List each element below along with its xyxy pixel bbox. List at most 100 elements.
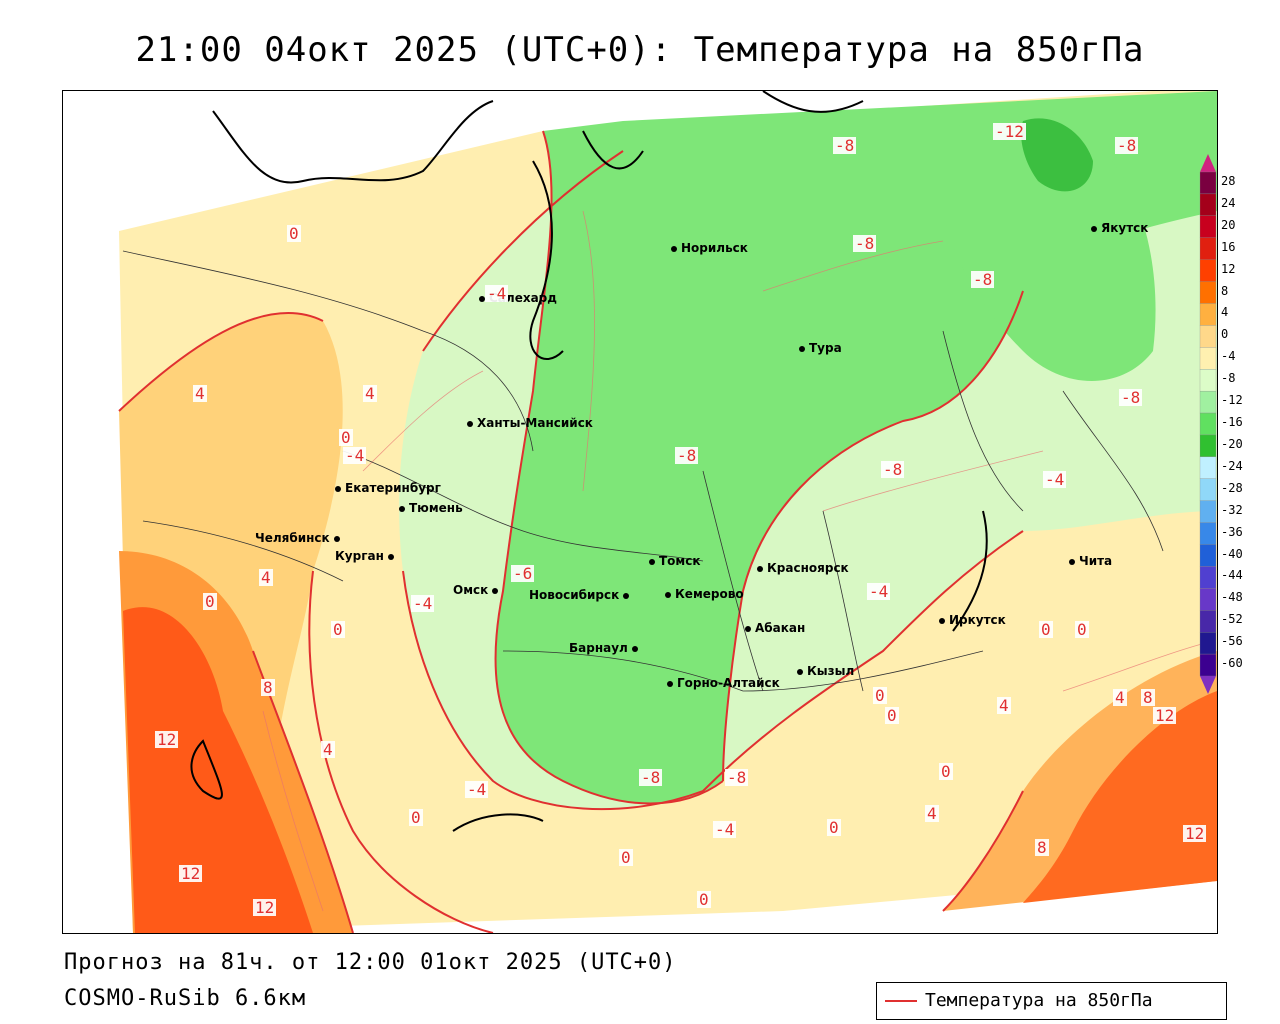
city-label: Иркутск	[949, 613, 1006, 627]
isotherm-label: 12	[1153, 706, 1177, 725]
colorbar-cell	[1199, 610, 1217, 633]
colorbar-cell	[1199, 390, 1217, 414]
colorbar-cell	[1199, 347, 1217, 370]
isotherm-label: -8	[881, 460, 905, 479]
city-marker-icon	[797, 668, 803, 675]
city-label: Новосибирск	[529, 588, 620, 602]
city-marker-icon	[1069, 558, 1075, 565]
city-label: Екатеринбург	[345, 481, 441, 495]
colorbar-cell	[1199, 259, 1217, 282]
colorbar-tick-label: 8	[1221, 283, 1229, 298]
isotherm-label: -8	[639, 768, 663, 787]
colorbar-tick-label: -52	[1221, 612, 1243, 627]
colorbar-tick-label: 16	[1221, 239, 1236, 254]
temperature-map[interactable]: Норильск Якутск Салехард Тура Ханты-Манс…	[62, 90, 1218, 934]
city-marker-icon	[799, 345, 805, 352]
colorbar-cell	[1199, 522, 1217, 545]
city-label: Якутск	[1101, 221, 1149, 235]
city-marker-icon	[631, 645, 638, 652]
city-irkutsk: Иркутск	[939, 613, 1006, 627]
colorbar-cell	[1199, 653, 1217, 677]
city-label: Горно-Алтайск	[677, 676, 780, 690]
isotherm-label: -4	[343, 446, 367, 465]
isotherm-label: 8	[261, 678, 275, 697]
isotherm-label: 0	[697, 890, 711, 909]
isotherm-label: 4	[193, 384, 207, 403]
legend: Температура на 850гПа	[876, 982, 1227, 1020]
isotherm-label: -8	[971, 270, 995, 289]
isotherm-label: 0	[827, 818, 841, 837]
city-chelyabinsk: Челябинск	[255, 531, 344, 545]
colorbar-cell	[1199, 632, 1217, 655]
isotherm-label: 4	[363, 384, 377, 403]
isotherm-label: 0	[339, 428, 353, 447]
colorbar-cell	[1199, 412, 1217, 436]
city-norilsk: Норильск	[671, 241, 748, 255]
city-marker-icon	[479, 295, 485, 302]
forecast-info: Прогноз на 81ч. от 12:00 01окт 2025 (UTC…	[64, 950, 677, 975]
isotherm-label: 0	[885, 706, 899, 725]
city-kyzyl: Кызыл	[797, 664, 854, 678]
isotherm-label: 12	[155, 730, 179, 749]
city-barnaul: Барнаул	[569, 641, 642, 655]
isotherm-label: -12	[993, 122, 1026, 141]
colorbar-cell	[1199, 478, 1217, 501]
colorbar-cell	[1199, 500, 1217, 523]
city-abakan: Абакан	[745, 621, 805, 635]
legend-label: Температура на 850гПа	[925, 990, 1153, 1011]
isotherm-label: 0	[203, 592, 217, 611]
city-label: Курган	[335, 549, 384, 563]
colorbar-tick-label: -20	[1221, 436, 1243, 451]
city-label: Тюмень	[409, 501, 463, 515]
city-marker-icon	[939, 617, 945, 624]
city-khanty-mansiysk: Ханты-Мансийск	[467, 416, 593, 430]
colorbar-cell	[1199, 566, 1217, 589]
colorbar-tick-label: 28	[1221, 174, 1236, 188]
city-marker-icon	[649, 558, 655, 565]
colorbar	[1199, 154, 1217, 694]
legend-line-swatch	[885, 1000, 917, 1002]
colorbar-tick-label: -36	[1221, 524, 1243, 539]
city-kemerovo: Кемерово	[665, 587, 744, 601]
colorbar-cells	[1199, 171, 1217, 677]
isotherm-label: 4	[925, 804, 939, 823]
isotherm-label: 0	[331, 620, 345, 639]
city-tura: Тура	[799, 341, 842, 355]
colorbar-tick-label: 0	[1221, 327, 1229, 342]
isotherm-label: -8	[853, 234, 877, 253]
isotherm-label: 0	[287, 224, 301, 243]
colorbar-cell	[1199, 456, 1217, 479]
colorbar-tick-label: -56	[1221, 634, 1243, 649]
city-kurgan: Курган	[335, 549, 398, 563]
city-label: Абакан	[755, 621, 806, 635]
isotherm-label: 4	[259, 568, 273, 587]
isotherm-label: -6	[511, 564, 535, 583]
city-tyumen: Тюмень	[399, 501, 463, 515]
colorbar-cell	[1199, 215, 1217, 238]
map-title: 21:00 04окт 2025 (UTC+0): Температура на…	[135, 30, 1145, 70]
city-label: Чита	[1079, 554, 1113, 568]
city-yakutsk: Якутск	[1091, 221, 1148, 235]
colorbar-tick-label: -48	[1221, 590, 1243, 605]
colorbar-tick-label: -12	[1221, 393, 1243, 408]
city-tomsk: Томск	[649, 554, 701, 568]
colorbar-tick-label: -40	[1221, 546, 1243, 561]
isotherm-label: -4	[713, 820, 737, 839]
city-label: Челябинск	[255, 531, 330, 545]
isotherm-label: -4	[411, 594, 435, 613]
isotherm-label: 12	[253, 898, 277, 917]
city-marker-icon	[667, 680, 673, 687]
isotherm-label: -8	[1119, 388, 1143, 407]
isotherm-label: -4	[867, 582, 891, 601]
colorbar-cell	[1199, 434, 1217, 458]
colorbar-tick-label: -44	[1221, 568, 1243, 583]
city-label: Томск	[659, 554, 701, 568]
isotherm-label: 8	[1141, 688, 1155, 707]
isotherm-label: -8	[1115, 136, 1139, 155]
colorbar-tick-label: 12	[1221, 261, 1236, 276]
isotherm-label: -4	[1043, 470, 1067, 489]
colorbar-tick-label: 20	[1221, 217, 1236, 232]
isotherm-label: 4	[321, 740, 335, 759]
isotherm-label: -4	[485, 284, 509, 303]
city-label: Тура	[809, 341, 842, 355]
